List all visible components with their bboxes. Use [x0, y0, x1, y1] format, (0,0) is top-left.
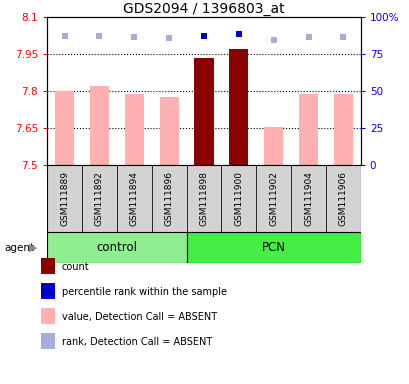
- Text: GSM111894: GSM111894: [130, 171, 138, 226]
- Text: rank, Detection Call = ABSENT: rank, Detection Call = ABSENT: [61, 337, 211, 347]
- Text: control: control: [96, 241, 137, 254]
- Bar: [117, 165, 151, 232]
- Text: count: count: [61, 262, 89, 272]
- Text: PCN: PCN: [261, 241, 285, 254]
- Bar: [55, 91, 74, 165]
- Text: GSM111896: GSM111896: [164, 171, 173, 226]
- Text: agent: agent: [4, 243, 34, 253]
- Text: ▶: ▶: [29, 243, 38, 253]
- Text: GSM111902: GSM111902: [269, 171, 277, 226]
- Title: GDS2094 / 1396803_at: GDS2094 / 1396803_at: [123, 2, 284, 16]
- Bar: [82, 165, 117, 232]
- Text: percentile rank within the sample: percentile rank within the sample: [61, 287, 226, 297]
- Bar: [333, 94, 352, 165]
- Text: GSM111900: GSM111900: [234, 171, 243, 226]
- Bar: [47, 232, 186, 263]
- Text: GSM111898: GSM111898: [199, 171, 208, 226]
- Text: GSM111904: GSM111904: [303, 171, 312, 226]
- Bar: [186, 232, 360, 263]
- Bar: [256, 165, 290, 232]
- Bar: [290, 165, 325, 232]
- Bar: [298, 94, 317, 165]
- Bar: [221, 165, 256, 232]
- Bar: [186, 165, 221, 232]
- Bar: [263, 127, 283, 165]
- Bar: [90, 86, 109, 165]
- Bar: [325, 165, 360, 232]
- Text: GSM111906: GSM111906: [338, 171, 347, 226]
- Text: GSM111889: GSM111889: [60, 171, 69, 226]
- Bar: [229, 49, 248, 165]
- Bar: [47, 165, 82, 232]
- Bar: [194, 58, 213, 165]
- Text: GSM111892: GSM111892: [95, 171, 103, 226]
- Text: value, Detection Call = ABSENT: value, Detection Call = ABSENT: [61, 312, 216, 322]
- Bar: [159, 98, 178, 165]
- Bar: [151, 165, 186, 232]
- Bar: [124, 94, 144, 165]
